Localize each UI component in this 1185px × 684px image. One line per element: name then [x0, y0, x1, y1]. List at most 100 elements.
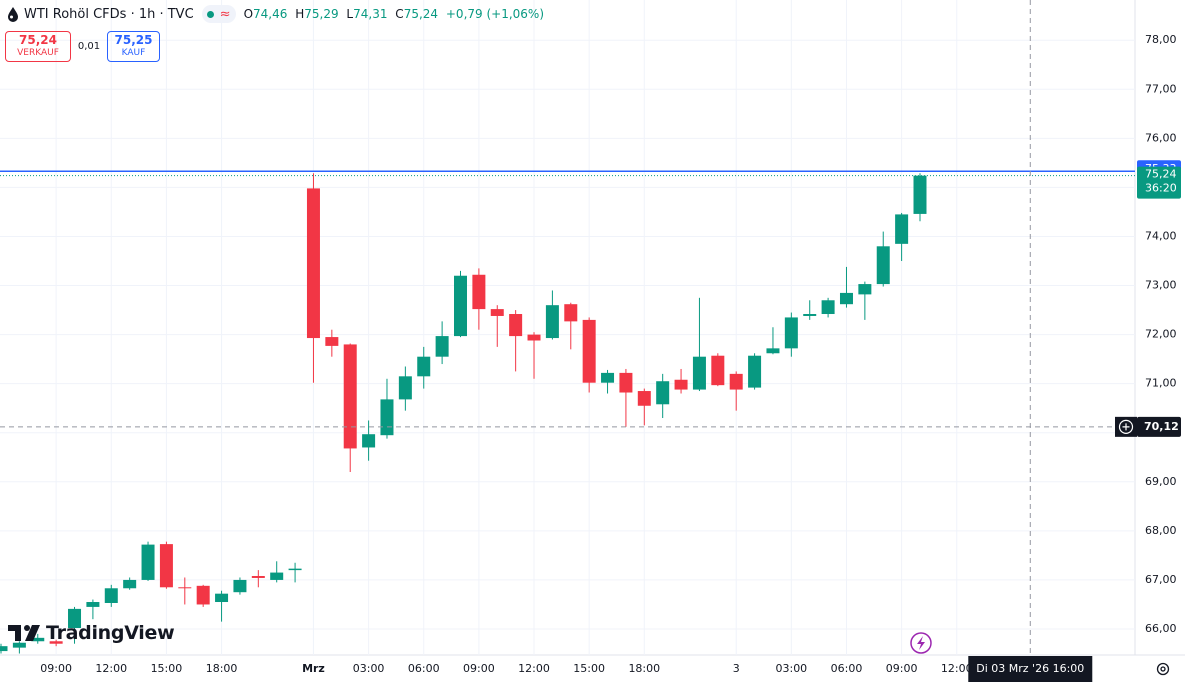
candle-body: [104, 588, 118, 603]
y-tick-label: 71,00: [1145, 377, 1177, 390]
sell-price: 75,24: [19, 32, 57, 47]
candle-body: [656, 381, 670, 405]
change: +0,79 (+1,06%): [445, 7, 545, 21]
x-tick-label: 12:00: [941, 662, 973, 675]
y-tick-label: 67,00: [1145, 573, 1177, 586]
open-label: O: [243, 7, 254, 21]
close-value: 75,24: [403, 7, 439, 21]
logo[interactable]: TradingView: [8, 622, 175, 644]
last-price-label-bg: [1137, 166, 1181, 199]
x-tick-label: Mrz: [302, 662, 325, 675]
y-tick-label: 66,00: [1145, 622, 1177, 635]
candle-body: [417, 356, 431, 377]
status-dot: [206, 10, 214, 18]
candle-body: [913, 175, 927, 214]
candle-body: [784, 317, 798, 349]
low-label: L: [346, 7, 354, 21]
candle-body: [31, 637, 45, 642]
lightning-icon[interactable]: [910, 632, 932, 654]
candle-body: [637, 391, 651, 406]
candle-body: [729, 373, 743, 390]
x-tick-label: 06:00: [408, 662, 440, 675]
candle-body: [839, 292, 853, 305]
candle-body: [362, 434, 376, 448]
crosshair-y-label-bg: [1137, 416, 1181, 437]
candle-body: [123, 579, 137, 589]
legend-header: WTI Rohöl CFDs · 1h · TVC ≈ O74,46 H75,2…: [6, 5, 548, 23]
add-alert-button[interactable]: [1115, 416, 1137, 437]
candle-body: [509, 314, 523, 337]
y-tick-label: 78,00: [1145, 33, 1177, 46]
candle-body: [711, 355, 725, 386]
candle-body: [251, 576, 265, 578]
trade-panel: 75,24 VERKAUF 0,01 75,25 KAUF: [5, 31, 160, 62]
candle-body: [803, 314, 817, 316]
y-tick-label: 73,00: [1145, 279, 1177, 292]
candle-body: [748, 355, 762, 388]
buy-button[interactable]: 75,25 KAUF: [107, 31, 160, 62]
sell-label: VERKAUF: [17, 47, 59, 58]
countdown: 36:20: [1145, 182, 1177, 195]
candle-body: [233, 579, 247, 593]
x-tick-label: 09:00: [886, 662, 918, 675]
candle-body: [619, 372, 633, 393]
candle-body: [288, 568, 302, 571]
last-price-label: 75,24: [1145, 168, 1177, 181]
candle-body: [159, 544, 173, 588]
candle-body: [858, 284, 872, 295]
y-tick-label: 69,00: [1145, 475, 1177, 488]
x-tick-label: 15:00: [573, 662, 605, 675]
candle-body: [86, 602, 100, 607]
x-tick-label: 18:00: [206, 662, 238, 675]
x-tick-label: 03:00: [775, 662, 807, 675]
add-alert-plus: [1122, 423, 1130, 431]
candle-body: [49, 641, 63, 644]
candle-body: [766, 348, 780, 354]
candle-body: [527, 334, 541, 341]
x-tick-label: 06:00: [831, 662, 863, 675]
high-value: 75,29: [304, 7, 339, 21]
y-tick-label: 74,00: [1145, 229, 1177, 242]
candle-body: [601, 372, 615, 383]
close-label: C: [395, 7, 404, 21]
candle-body: [306, 188, 320, 339]
buy-price: 75,25: [114, 32, 153, 47]
candle-body: [141, 544, 155, 580]
status-pill[interactable]: ≈: [201, 5, 236, 23]
spread: 0,01: [77, 41, 101, 52]
add-alert-circle: [1118, 419, 1134, 434]
open-value: 74,46: [253, 7, 288, 21]
crosshair-y-label: 70,12: [1144, 420, 1179, 433]
candle-body: [325, 337, 339, 346]
candle-body: [564, 304, 578, 322]
x-tick-label: 09:00: [463, 662, 495, 675]
status-icon: ≈: [219, 6, 231, 22]
x-tick-label: 3: [733, 662, 740, 675]
candle-body: [380, 399, 394, 436]
candle-body: [196, 585, 210, 605]
symbol[interactable]: WTI Rohöl CFDs · 1h · TVC: [24, 6, 194, 22]
x-tick-label: 15:00: [151, 662, 183, 675]
x-tick-label: 12:00: [518, 662, 550, 675]
logo-icon: [8, 625, 40, 641]
x-tick-label: 03:00: [353, 662, 385, 675]
crosshair-x-label: Di 03 Mrz '26 16:00: [976, 662, 1084, 675]
candle-body: [178, 587, 192, 589]
candle-body: [435, 336, 449, 357]
candle-body: [545, 305, 559, 339]
sell-button[interactable]: 75,24 VERKAUF: [5, 31, 71, 62]
candle-body: [12, 642, 26, 648]
low-value: 74,31: [353, 7, 388, 21]
candle-body: [0, 646, 8, 652]
candle-body: [582, 319, 596, 383]
candle-body: [821, 300, 835, 315]
y-tick-label: 77,00: [1145, 82, 1177, 95]
ohlc: O74,46 H75,29 L74,31 C75,24 +0,79 (+1,06…: [244, 7, 548, 21]
x-tick-label: 12:00: [95, 662, 127, 675]
logo-text: TradingView: [46, 622, 175, 644]
settings-icon[interactable]: [1156, 662, 1170, 676]
candle-body: [674, 379, 688, 390]
candle-body: [270, 572, 284, 580]
